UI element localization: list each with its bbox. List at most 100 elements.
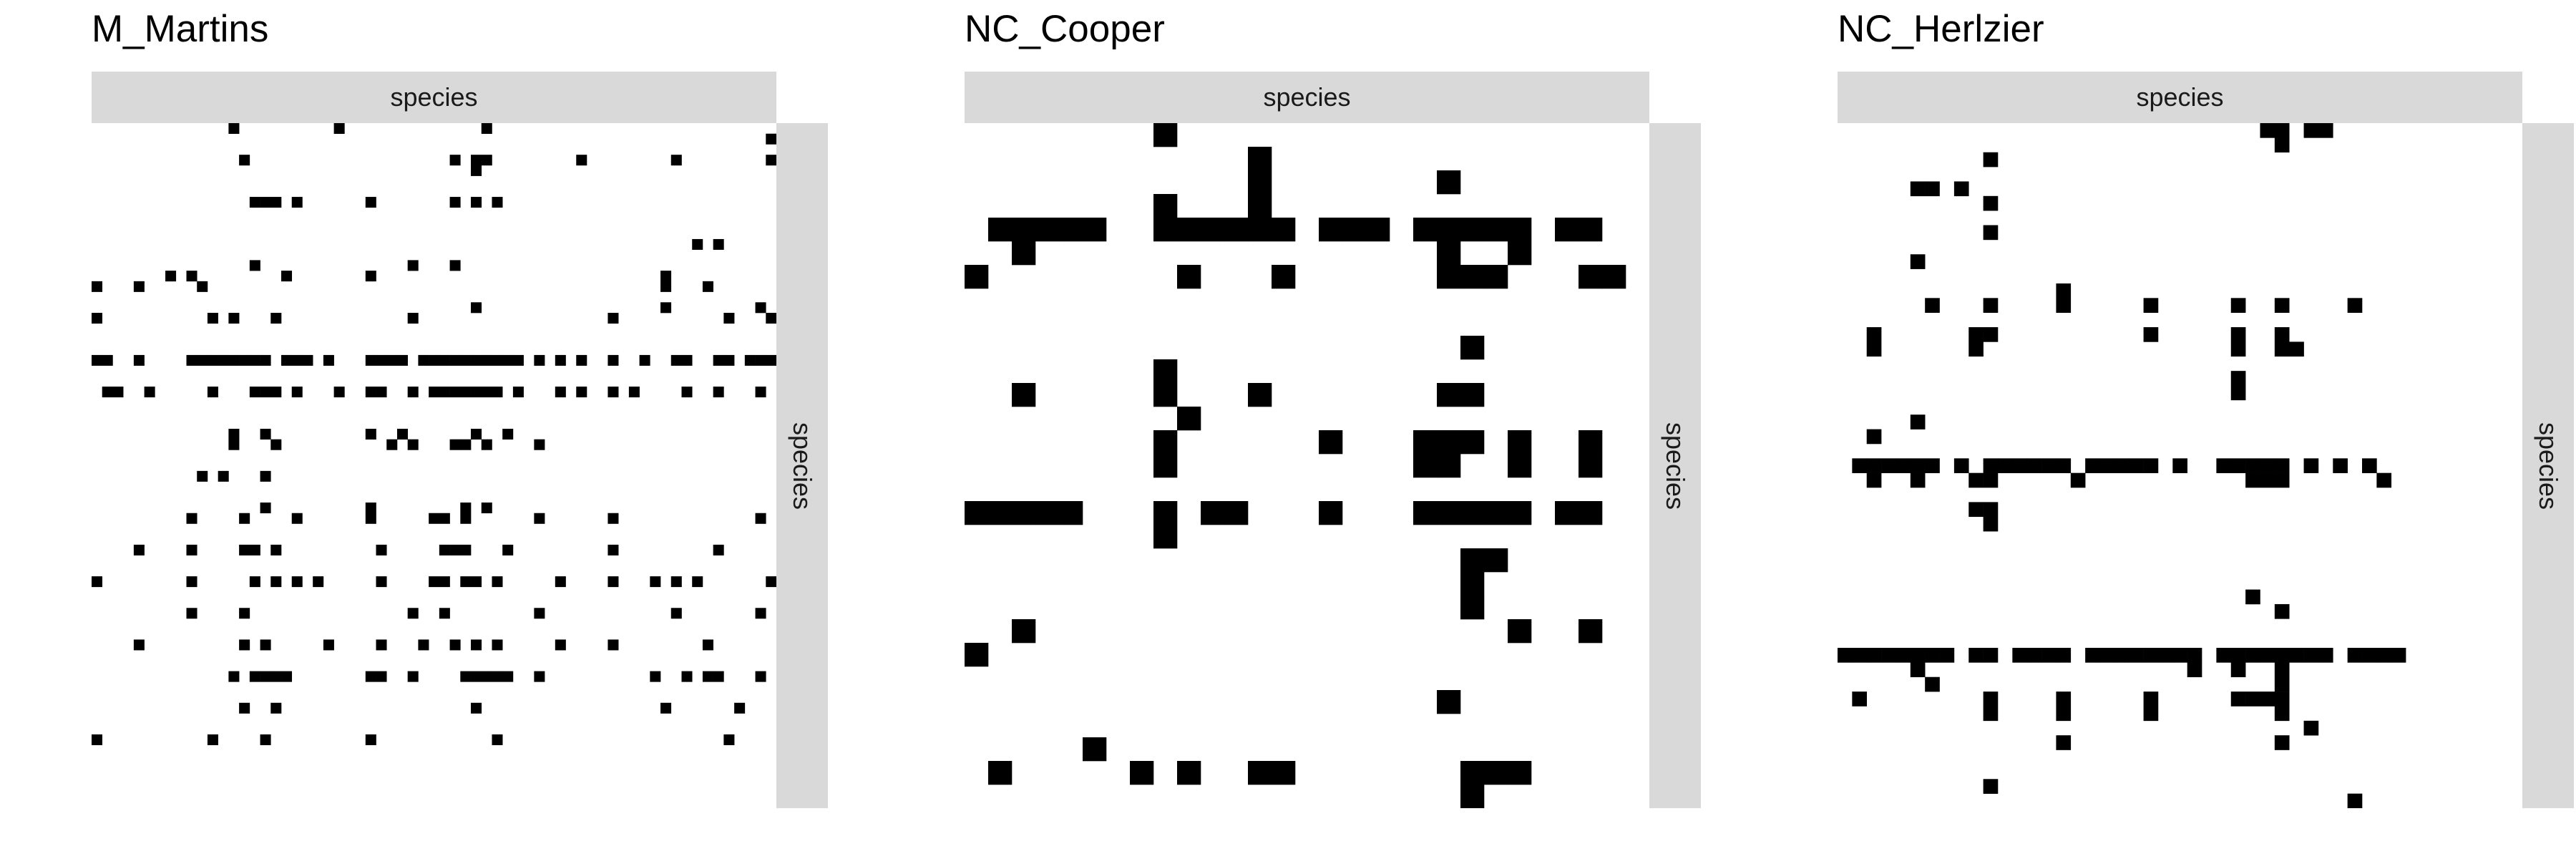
heatmap-cell <box>2245 589 2260 605</box>
heatmap-cell <box>1130 761 1154 785</box>
heatmap-cell <box>460 439 472 450</box>
heatmap-cell <box>1413 501 1438 525</box>
heatmap-cell <box>1910 458 1926 473</box>
heatmap-cell <box>1484 761 1508 785</box>
heatmap-cell <box>1983 225 1999 241</box>
heatmap-cell <box>1460 785 1485 808</box>
heatmap-cell <box>681 671 693 682</box>
heatmap-cell <box>228 354 240 366</box>
heatmap-cell <box>1925 298 1940 313</box>
heatmap-cell <box>1460 383 1485 407</box>
heatmap-cell <box>1059 218 1083 242</box>
heatmap-cell <box>144 387 155 398</box>
heatmap-cell <box>270 313 282 324</box>
chart-panel-0: M_Martins species species <box>0 0 862 859</box>
heatmap-cell <box>333 387 345 398</box>
heatmap-cell <box>1983 195 1999 211</box>
heatmap-cell <box>2143 298 2159 313</box>
heatmap-cell <box>1460 761 1485 785</box>
heatmap-cell <box>1508 241 1532 266</box>
heatmap-cell <box>1153 454 1178 478</box>
heatmap-cell <box>681 387 693 398</box>
heatmap-cell <box>608 387 619 398</box>
heatmap-cell <box>2391 648 2406 663</box>
heatmap-cell <box>713 354 724 366</box>
heatmap-cell <box>2318 648 2333 663</box>
heatmap-cell <box>2260 648 2275 663</box>
heatmap-cell <box>460 387 472 398</box>
heatmap-cell <box>471 428 482 440</box>
heatmap-cell <box>2216 648 2232 663</box>
heatmap-cell <box>249 576 260 588</box>
heatmap-cell <box>713 671 724 682</box>
heatmap-cell <box>407 439 419 450</box>
heatmap-cell <box>988 501 1013 525</box>
heatmap-cell <box>713 238 724 250</box>
heatmap-cell <box>2274 706 2290 722</box>
heatmap-cell <box>1177 761 1201 785</box>
heatmap-cell <box>1153 359 1178 384</box>
heatmap-cell <box>1177 218 1201 242</box>
heatmap-cell <box>702 639 713 651</box>
heatmap-cell <box>1910 472 1926 488</box>
heatmap-cell <box>755 387 766 398</box>
heatmap-cell <box>407 260 419 271</box>
heatmap-cell <box>1866 327 1882 342</box>
heatmap-cell <box>481 439 492 450</box>
heatmap-cell <box>471 387 482 398</box>
heatmap-cell <box>2129 458 2144 473</box>
heatmap-cell <box>1484 501 1508 525</box>
heatmap-cell <box>2056 298 2072 313</box>
heatmap-cell <box>228 428 240 440</box>
heatmap-cell <box>418 354 429 366</box>
heatmap-cell <box>1460 430 1485 455</box>
heatmap-cell <box>365 734 376 745</box>
heatmap-cell <box>1437 501 1461 525</box>
heatmap-cell <box>660 271 672 282</box>
heatmap-cell <box>186 576 197 588</box>
heatmap-cell <box>260 503 271 514</box>
heatmap-cell <box>1153 194 1178 218</box>
heatmap-cell <box>2289 648 2304 663</box>
heatmap-cell <box>249 260 260 271</box>
heatmap-cell <box>2026 458 2042 473</box>
heatmap-cell <box>2012 648 2027 663</box>
heatmap-cell <box>449 260 461 271</box>
heatmap-cell <box>92 281 103 292</box>
heatmap-cell <box>249 354 260 366</box>
heatmap-cell <box>481 387 492 398</box>
heatmap-cell <box>534 608 545 619</box>
heatmap-cell <box>1881 458 1896 473</box>
heatmap-cell <box>1925 181 1940 197</box>
heatmap-cell <box>2012 458 2027 473</box>
heatmap-cell <box>2143 691 2159 707</box>
heatmap-cell <box>2070 472 2086 488</box>
heatmap-cell <box>481 503 492 514</box>
heatmap-cell <box>165 271 177 282</box>
heatmap-cell <box>2376 472 2392 488</box>
heatmap-cell <box>1579 454 1603 478</box>
heatmap-cell <box>1983 706 1999 722</box>
heatmap-cell <box>365 354 376 366</box>
heatmap-cell <box>1579 430 1603 455</box>
heatmap-cell <box>365 197 376 208</box>
heatmap-cell <box>1366 218 1390 242</box>
facet-strip-top-label: species <box>2136 82 2224 112</box>
heatmap-cell <box>639 354 650 366</box>
heatmap-cell <box>471 302 482 314</box>
heatmap-cell <box>1896 458 1911 473</box>
heatmap-cell <box>492 387 503 398</box>
heatmap-cell <box>281 271 293 282</box>
heatmap-cell <box>534 513 545 524</box>
heatmap-cell <box>1579 501 1603 525</box>
heatmap-cell <box>471 155 482 166</box>
facet-strip-right: species <box>2522 123 2574 808</box>
heatmap-cell <box>2260 123 2275 138</box>
panel-title: M_Martins <box>92 8 269 50</box>
heatmap-cell <box>323 354 334 366</box>
heatmap-cell <box>723 354 735 366</box>
heatmap-cell <box>1460 548 1485 573</box>
heatmap-cell <box>471 576 482 588</box>
heatmap-cell <box>133 639 145 651</box>
heatmap-cell <box>1153 218 1178 242</box>
